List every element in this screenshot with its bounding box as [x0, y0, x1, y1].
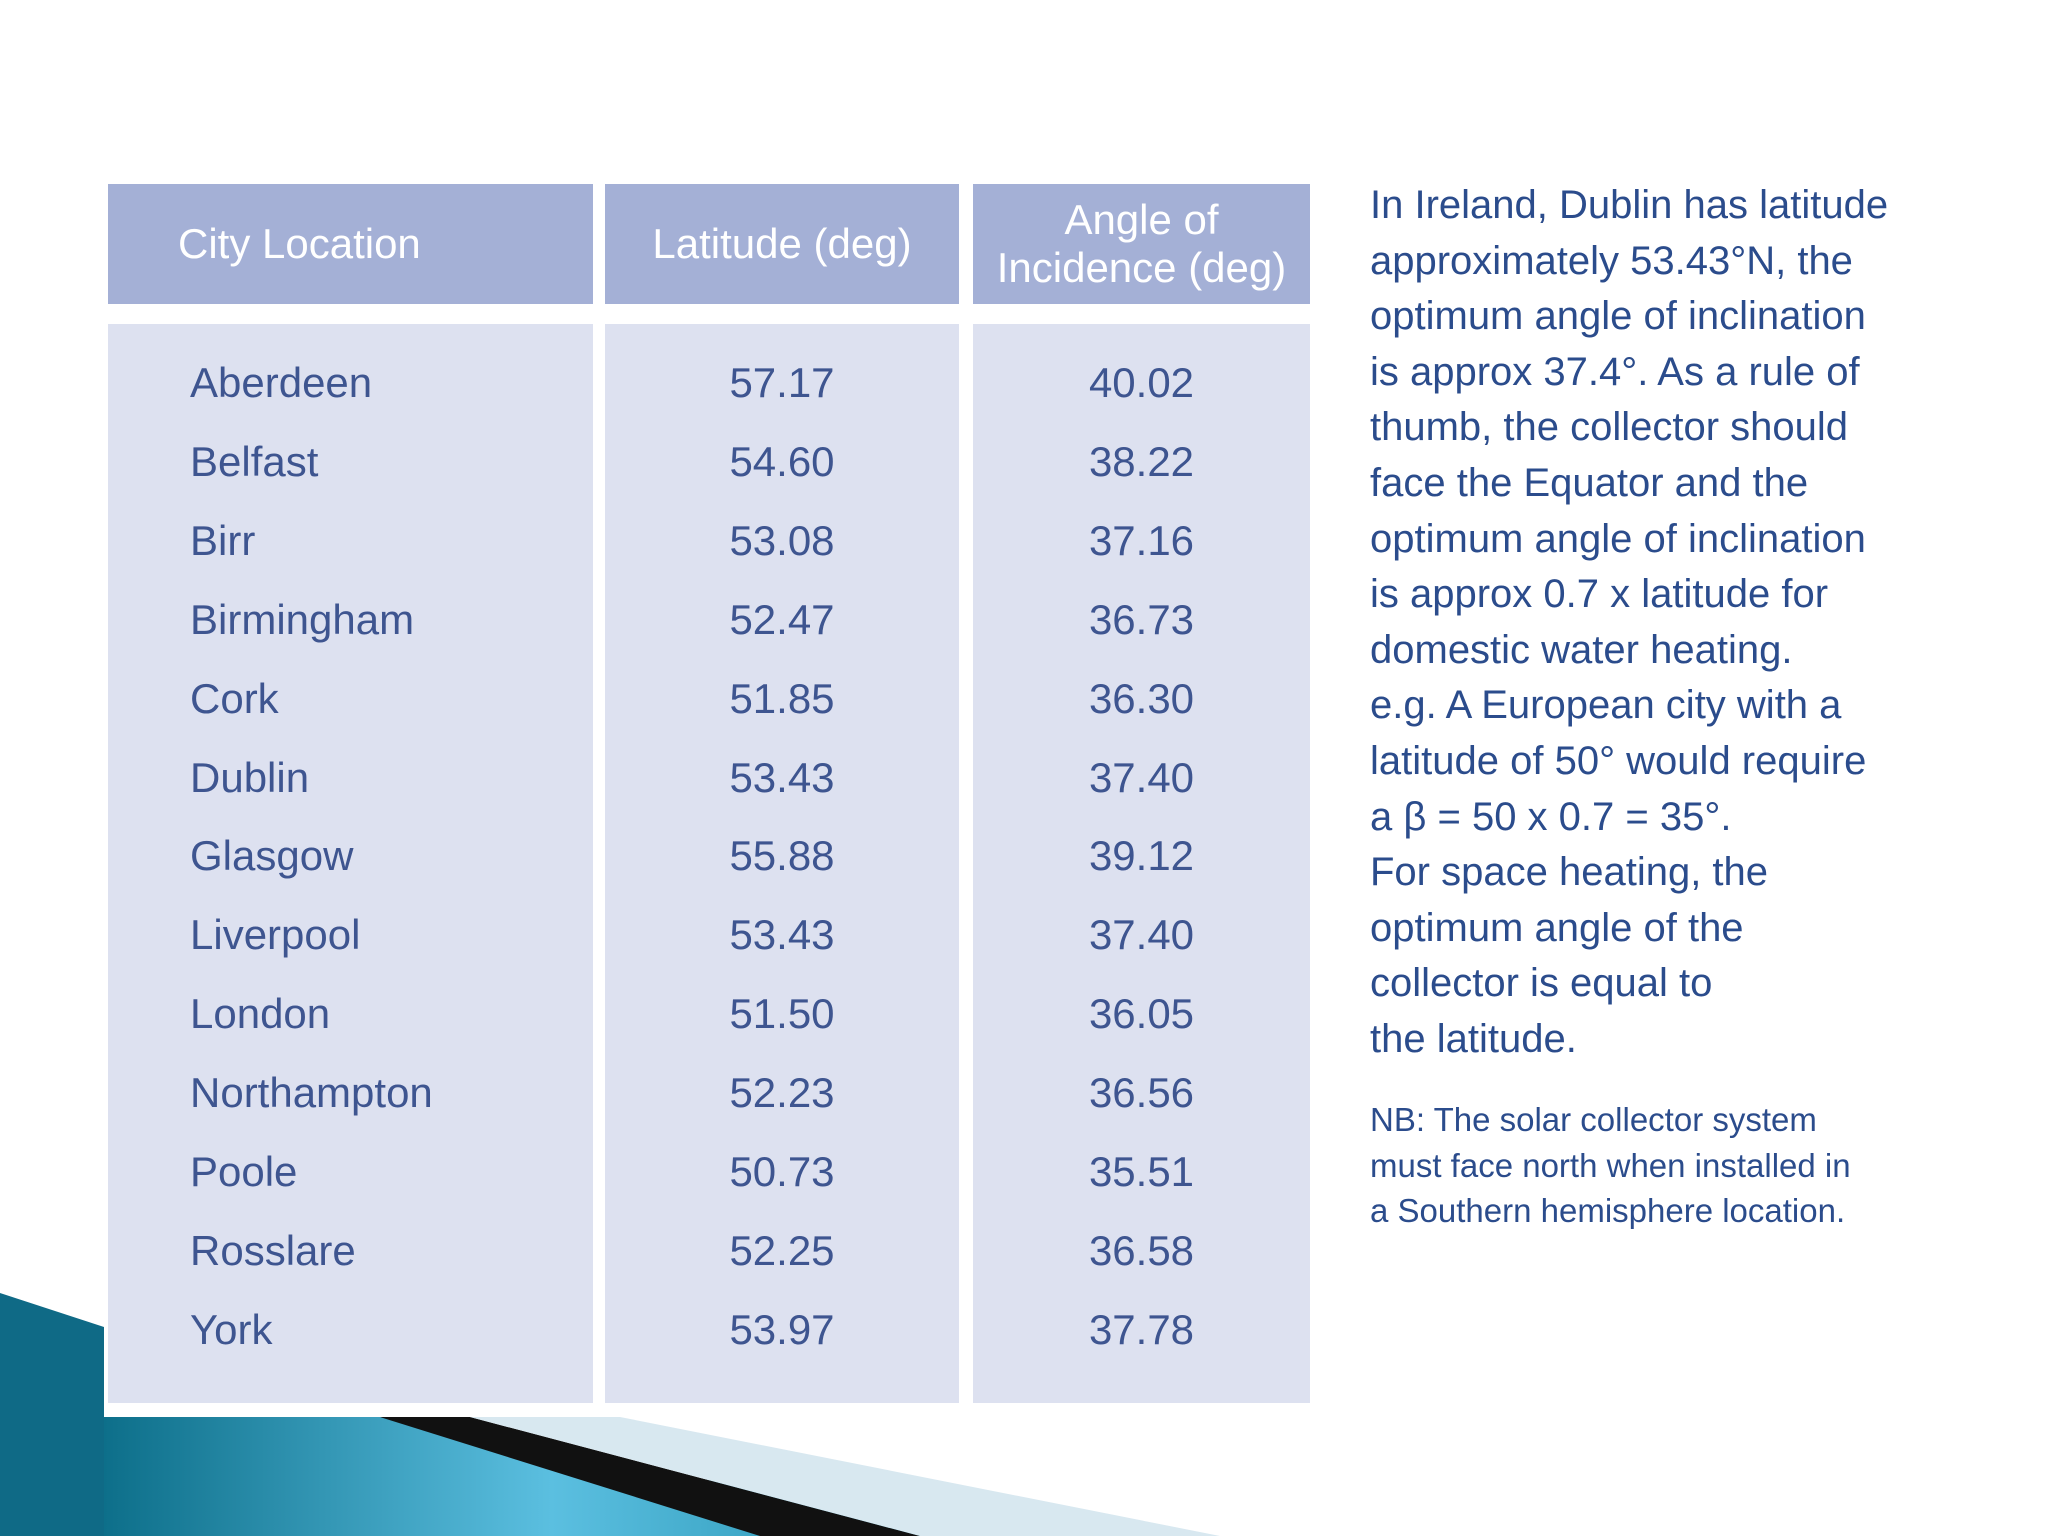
- cell-value: 36.56: [1088, 1069, 1195, 1117]
- paragraph-line: optimum angle of inclination: [1370, 516, 1866, 561]
- city-name: Rosslare: [190, 1226, 356, 1274]
- cell-value: 52.25: [729, 1226, 835, 1274]
- city-name: York: [190, 1305, 273, 1353]
- cell-value: 51.85: [729, 674, 835, 722]
- cell-value: 55.88: [729, 832, 835, 880]
- city-name: London: [190, 990, 331, 1038]
- wave: [380, 1417, 920, 1536]
- cell-value: 51.50: [729, 990, 835, 1038]
- city-name: Cork: [190, 674, 279, 722]
- paragraph-line: collector is equal to: [1370, 961, 1713, 1006]
- column-body: [108, 324, 593, 1403]
- header-cell: Angle of Incidence (deg): [973, 184, 1310, 304]
- header-cell: Latitude (deg): [605, 184, 959, 304]
- wave: [104, 1327, 1000, 1536]
- paragraph-line: the latitude.: [1370, 1017, 1577, 1061]
- wave: [470, 1417, 1220, 1536]
- cell-value: 52.23: [729, 1069, 835, 1117]
- paragraph-line: face the Equator and the: [1370, 461, 1809, 505]
- note-line: a Southern hemisphere location.: [1370, 1192, 1846, 1229]
- cell-value: 36.58: [1088, 1226, 1195, 1274]
- city-name: Glasgow: [190, 832, 354, 880]
- city-name: Poole: [190, 1148, 298, 1195]
- paragraph-line: latitude of 50° would require: [1370, 739, 1867, 783]
- cell-value: 36.30: [1088, 674, 1195, 722]
- cell-value: 37.78: [1088, 1305, 1195, 1353]
- city-name: Birmingham: [190, 595, 415, 643]
- cell-value: 53.43: [729, 753, 835, 801]
- header-cell: City Location: [108, 184, 593, 304]
- wave: [0, 1293, 104, 1536]
- city-name: Birr: [190, 516, 256, 564]
- cell-value: 50.73: [729, 1148, 835, 1195]
- city-name: Northampton: [190, 1069, 433, 1117]
- cell-value: 57.17: [729, 359, 835, 406]
- paragraph-line: optimum angle of inclination: [1370, 294, 1866, 339]
- cell-value: 35.51: [1088, 1148, 1195, 1195]
- cell-value: 53.97: [729, 1305, 835, 1353]
- column-body: [973, 324, 1310, 1403]
- cell-value: 53.08: [729, 516, 835, 564]
- note-line: NB: The solar collector system: [1370, 1101, 1817, 1138]
- cell-value: 37.40: [1088, 753, 1195, 801]
- cell-value: 36.05: [1088, 990, 1195, 1038]
- city-name: Belfast: [190, 437, 319, 485]
- cell-value: 37.16: [1088, 516, 1195, 564]
- paragraph-line: thumb, the collector should: [1370, 405, 1849, 450]
- city-name: Liverpool: [190, 911, 361, 959]
- paragraph-line: In Ireland, Dublin has latitude: [1370, 183, 1889, 227]
- cell-value: 39.12: [1088, 832, 1195, 880]
- paragraph-line: approximately 53.43°N, the: [1370, 238, 1853, 283]
- paragraph-line: optimum angle of the: [1370, 905, 1744, 950]
- cell-value: 38.22: [1088, 437, 1195, 485]
- paragraph-line: a β = 50 x 0.7 = 35°.: [1370, 794, 1732, 839]
- paragraph-line: e.g. A European city with a: [1370, 683, 1842, 728]
- city-name: Aberdeen: [190, 359, 373, 406]
- cell-value: 36.73: [1088, 595, 1195, 643]
- cell-value: 53.43: [729, 911, 835, 959]
- cell-value: 54.60: [729, 437, 835, 485]
- paragraph-line: For space heating, the: [1370, 850, 1769, 895]
- paragraph-line: domestic water heating.: [1370, 627, 1793, 672]
- cell-value: 40.02: [1088, 359, 1195, 406]
- paragraph-line: is approx 0.7 x latitude for: [1370, 572, 1829, 617]
- city-name: Dublin: [190, 753, 310, 801]
- paragraph-line: is approx 37.4°. As a rule of: [1370, 349, 1860, 394]
- column-body: [605, 324, 959, 1403]
- note-line: must face north when installed in: [1370, 1146, 1851, 1184]
- cell-value: 37.40: [1088, 911, 1195, 959]
- cell-value: 52.47: [729, 595, 835, 643]
